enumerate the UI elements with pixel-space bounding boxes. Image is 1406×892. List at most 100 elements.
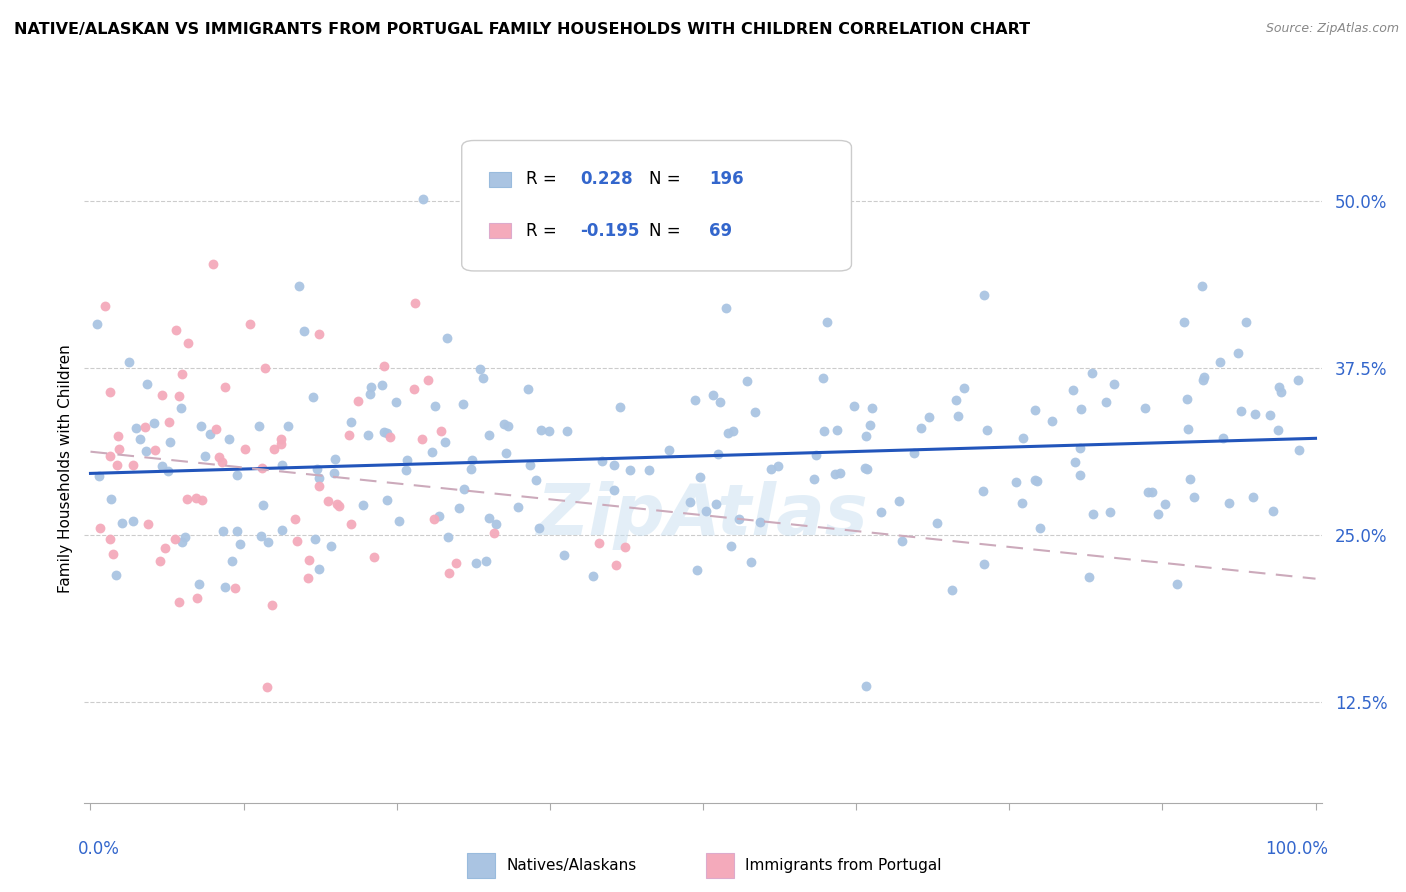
Point xyxy=(277,418,299,433)
Point xyxy=(208,450,231,465)
Point xyxy=(250,529,273,543)
Point xyxy=(1270,385,1292,400)
Point xyxy=(270,433,292,447)
Point xyxy=(744,405,766,419)
Point xyxy=(357,427,380,442)
Point xyxy=(658,442,681,457)
Point xyxy=(918,410,941,425)
Point xyxy=(157,464,180,478)
Point xyxy=(735,374,758,388)
Point xyxy=(118,355,141,369)
Point xyxy=(1267,423,1289,437)
Point xyxy=(360,379,382,393)
Point xyxy=(1062,383,1084,397)
Point xyxy=(149,554,172,568)
Text: N =: N = xyxy=(650,170,686,188)
Point xyxy=(1192,373,1215,387)
Point xyxy=(695,504,717,518)
Point xyxy=(302,390,325,404)
Point xyxy=(177,335,200,350)
Point xyxy=(107,428,129,442)
Point xyxy=(728,512,751,526)
Point xyxy=(326,497,349,511)
Point xyxy=(173,530,195,544)
Point xyxy=(388,514,411,528)
Point xyxy=(1191,279,1213,293)
Point xyxy=(305,462,328,476)
Point xyxy=(824,467,846,482)
Point xyxy=(1263,504,1285,518)
Point xyxy=(233,442,256,457)
Point xyxy=(1234,315,1257,329)
Point xyxy=(813,424,835,438)
Point xyxy=(224,581,246,595)
Point xyxy=(253,361,276,376)
Point xyxy=(689,469,711,483)
Point xyxy=(159,434,181,449)
Point xyxy=(423,512,446,526)
Point xyxy=(1212,431,1234,445)
Point xyxy=(478,428,501,442)
Point xyxy=(214,580,236,594)
Point xyxy=(709,394,731,409)
Point xyxy=(811,371,834,385)
Point xyxy=(1040,414,1063,428)
Point xyxy=(375,492,398,507)
Point xyxy=(638,463,661,477)
Point xyxy=(1136,484,1159,499)
Point xyxy=(553,548,575,562)
Point xyxy=(1267,380,1289,394)
Point xyxy=(340,517,363,532)
Point xyxy=(714,301,737,315)
Point xyxy=(172,367,194,381)
Point xyxy=(308,479,330,493)
Point xyxy=(135,444,157,458)
Point xyxy=(270,523,292,537)
Point xyxy=(453,482,475,496)
Point xyxy=(193,449,215,463)
Point xyxy=(247,418,270,433)
Point xyxy=(339,415,361,429)
Point xyxy=(891,534,914,549)
Point xyxy=(308,327,330,342)
Point xyxy=(685,392,707,407)
Point xyxy=(519,458,541,473)
Point xyxy=(98,450,121,464)
Point xyxy=(436,331,458,345)
Point xyxy=(429,424,451,438)
Point xyxy=(1147,507,1170,521)
Point xyxy=(323,452,346,467)
Point xyxy=(740,555,762,569)
Point xyxy=(972,483,994,498)
Point xyxy=(1209,354,1232,368)
Point xyxy=(150,387,173,401)
Point xyxy=(1099,505,1122,519)
Point xyxy=(976,423,998,437)
Point xyxy=(186,591,208,605)
Point xyxy=(298,553,321,567)
Point xyxy=(1140,484,1163,499)
Point xyxy=(142,416,165,430)
Point xyxy=(945,393,967,408)
Point xyxy=(859,417,882,432)
Point xyxy=(602,458,624,472)
Point xyxy=(176,492,198,507)
Point xyxy=(973,557,995,571)
Point xyxy=(853,461,876,475)
Text: 0.228: 0.228 xyxy=(581,170,633,188)
Point xyxy=(270,458,292,472)
Point xyxy=(1024,402,1046,417)
Point xyxy=(825,423,848,437)
Text: R =: R = xyxy=(526,170,561,188)
Point xyxy=(869,505,891,519)
Point xyxy=(842,399,865,413)
Point xyxy=(530,423,553,437)
Point xyxy=(260,599,283,613)
Point xyxy=(478,511,501,525)
Point xyxy=(352,498,374,512)
Point xyxy=(815,315,838,329)
Point xyxy=(910,421,932,435)
Point xyxy=(211,524,233,538)
Point xyxy=(887,494,910,508)
Point xyxy=(1069,468,1091,483)
